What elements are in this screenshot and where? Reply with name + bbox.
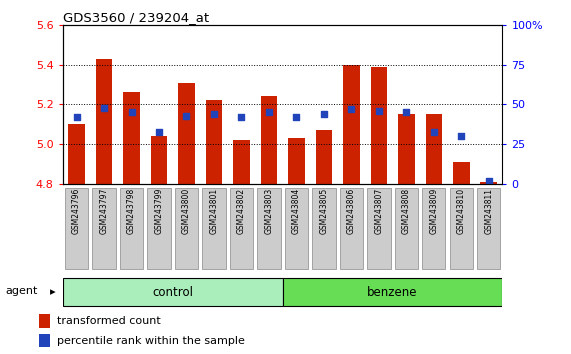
Bar bbox=[316, 130, 332, 184]
Point bbox=[374, 108, 383, 114]
FancyBboxPatch shape bbox=[285, 188, 308, 269]
FancyBboxPatch shape bbox=[175, 188, 198, 269]
Bar bbox=[261, 97, 277, 184]
Text: GSM243806: GSM243806 bbox=[347, 188, 356, 234]
Text: percentile rank within the sample: percentile rank within the sample bbox=[57, 336, 245, 346]
Text: benzene: benzene bbox=[367, 286, 418, 298]
Point bbox=[292, 114, 301, 120]
Bar bbox=[39, 314, 50, 328]
Bar bbox=[283, 278, 502, 306]
Point bbox=[154, 129, 163, 135]
Text: GDS3560 / 239204_at: GDS3560 / 239204_at bbox=[63, 11, 209, 24]
Bar bbox=[425, 114, 442, 184]
FancyBboxPatch shape bbox=[120, 188, 143, 269]
FancyBboxPatch shape bbox=[395, 188, 418, 269]
Point bbox=[402, 110, 411, 115]
Point bbox=[457, 133, 466, 139]
Text: agent: agent bbox=[5, 286, 37, 296]
FancyBboxPatch shape bbox=[367, 188, 391, 269]
Point bbox=[237, 114, 246, 120]
Text: GSM243800: GSM243800 bbox=[182, 188, 191, 234]
Bar bbox=[398, 114, 415, 184]
Text: transformed count: transformed count bbox=[57, 316, 160, 326]
Bar bbox=[151, 136, 167, 184]
FancyBboxPatch shape bbox=[312, 188, 336, 269]
Point bbox=[72, 114, 81, 120]
Text: GSM243799: GSM243799 bbox=[155, 188, 163, 234]
Bar bbox=[178, 82, 195, 184]
Point bbox=[99, 105, 108, 110]
Text: GSM243808: GSM243808 bbox=[402, 188, 411, 234]
Text: GSM243798: GSM243798 bbox=[127, 188, 136, 234]
Point bbox=[429, 129, 439, 135]
Bar bbox=[481, 182, 497, 184]
Text: GSM243804: GSM243804 bbox=[292, 188, 301, 234]
Bar bbox=[343, 64, 360, 184]
Text: GSM243797: GSM243797 bbox=[99, 188, 108, 234]
Text: GSM243805: GSM243805 bbox=[319, 188, 328, 234]
Point bbox=[182, 113, 191, 119]
FancyBboxPatch shape bbox=[477, 188, 500, 269]
Text: GSM243807: GSM243807 bbox=[375, 188, 383, 234]
FancyBboxPatch shape bbox=[202, 188, 226, 269]
Point bbox=[484, 178, 493, 184]
FancyBboxPatch shape bbox=[93, 188, 116, 269]
FancyBboxPatch shape bbox=[340, 188, 363, 269]
Text: GSM243810: GSM243810 bbox=[457, 188, 466, 234]
FancyBboxPatch shape bbox=[65, 188, 89, 269]
Bar bbox=[123, 92, 140, 184]
Point bbox=[127, 110, 136, 115]
Point bbox=[347, 107, 356, 112]
Point bbox=[210, 111, 219, 117]
Text: GSM243801: GSM243801 bbox=[210, 188, 219, 234]
Bar bbox=[233, 140, 250, 184]
Text: GSM243802: GSM243802 bbox=[237, 188, 246, 234]
Text: GSM243809: GSM243809 bbox=[429, 188, 439, 234]
FancyBboxPatch shape bbox=[230, 188, 253, 269]
Text: GSM243796: GSM243796 bbox=[72, 188, 81, 234]
Text: control: control bbox=[152, 286, 193, 298]
Bar bbox=[39, 334, 50, 347]
FancyBboxPatch shape bbox=[147, 188, 171, 269]
Bar bbox=[453, 162, 469, 184]
FancyBboxPatch shape bbox=[257, 188, 280, 269]
Bar bbox=[63, 278, 283, 306]
FancyBboxPatch shape bbox=[422, 188, 445, 269]
Bar bbox=[69, 124, 85, 184]
Point bbox=[319, 111, 328, 117]
Bar bbox=[206, 101, 222, 184]
Point bbox=[264, 110, 274, 115]
Bar bbox=[371, 67, 387, 184]
Text: GSM243803: GSM243803 bbox=[264, 188, 274, 234]
Bar bbox=[96, 59, 112, 184]
Text: GSM243811: GSM243811 bbox=[484, 188, 493, 234]
FancyBboxPatch shape bbox=[449, 188, 473, 269]
Bar bbox=[288, 138, 305, 184]
